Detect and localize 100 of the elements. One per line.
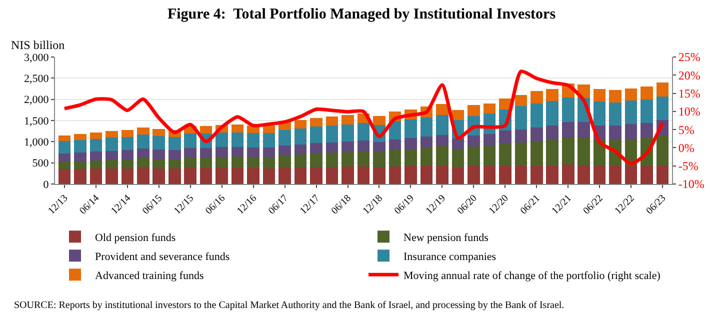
chart-title: Figure 4: Total Portfolio Managed by Institutional Investors (167, 6, 556, 22)
bar (247, 168, 260, 184)
bar (483, 146, 496, 166)
bar (152, 150, 166, 159)
bar (310, 166, 322, 184)
bar (294, 144, 307, 154)
y-tick-label: 3,000 (24, 52, 50, 64)
bar (483, 166, 496, 184)
y2-tick-label: 15% (678, 86, 700, 100)
bar (530, 127, 543, 141)
legend-label: New pension funds (404, 232, 488, 244)
y2-tick-label: -10% (678, 177, 704, 192)
bar (468, 166, 480, 184)
y2-tick-label: 5% (678, 122, 694, 137)
bar (420, 166, 433, 184)
bar (468, 105, 480, 116)
bar (640, 166, 653, 184)
bar (184, 157, 196, 168)
bar (656, 166, 669, 184)
bar (262, 133, 276, 148)
source-note: SOURCE: Reports by institutional investors to the Capital Market Authority and the Bank of Israel, and processing by the Bank of Israel. (14, 300, 564, 311)
bar (90, 132, 102, 139)
bar (231, 156, 244, 168)
bar (514, 95, 528, 106)
bar (436, 134, 448, 146)
bar (342, 124, 354, 142)
y-tick-label: 500 (32, 158, 50, 170)
bar (640, 100, 653, 123)
bar (247, 148, 260, 157)
y2-tick-label: 0% (678, 140, 694, 155)
bar (326, 126, 338, 142)
bar (247, 156, 260, 168)
bar (624, 124, 638, 139)
bar (404, 148, 417, 166)
bar (342, 141, 354, 152)
bar (106, 168, 118, 184)
bar (499, 166, 512, 184)
bar (137, 148, 150, 158)
bar (640, 123, 653, 138)
bar (593, 101, 606, 126)
bar (294, 167, 307, 184)
bar (200, 168, 212, 184)
bar (624, 100, 638, 124)
bar (278, 168, 291, 184)
bar (106, 131, 118, 138)
bar (58, 169, 71, 184)
bar (294, 120, 307, 128)
y-tick-label: 2,500 (24, 73, 50, 86)
bar (562, 164, 574, 184)
bar (624, 166, 638, 184)
bar (514, 166, 528, 184)
bar (530, 166, 543, 184)
bar (468, 136, 480, 147)
bar (373, 152, 386, 168)
bar (137, 134, 150, 148)
bar (152, 136, 166, 150)
bar (452, 110, 464, 120)
bar (404, 138, 417, 149)
bar (137, 127, 150, 134)
bar (152, 168, 166, 184)
bar (514, 142, 528, 166)
bar (106, 138, 118, 151)
bar (342, 166, 354, 184)
bar (262, 156, 276, 168)
bar (200, 148, 212, 158)
bar (216, 147, 228, 157)
y-tick-label: 1,500 (24, 115, 50, 128)
bar (546, 89, 559, 101)
bar (609, 90, 622, 102)
y2-tick-label: 10% (678, 104, 700, 119)
bar (546, 165, 559, 184)
bar (624, 88, 638, 101)
bar (168, 150, 181, 160)
bar (357, 150, 370, 166)
bar (562, 122, 574, 138)
legend-label: Old pension funds (95, 232, 176, 244)
bar (90, 138, 102, 152)
bar (262, 126, 276, 134)
bar (388, 121, 402, 140)
bar (137, 158, 150, 168)
bar (121, 150, 134, 160)
bar (278, 130, 291, 146)
bar (200, 157, 212, 168)
bar (357, 166, 370, 184)
bar (357, 140, 370, 151)
bar (231, 147, 244, 157)
bar (278, 145, 291, 156)
bar (152, 158, 166, 168)
bar (530, 90, 543, 104)
bar (168, 159, 181, 169)
bar (278, 155, 291, 168)
bar (294, 154, 307, 168)
y2-tick-label: 25% (678, 50, 700, 64)
bar (609, 166, 622, 184)
bar (310, 118, 322, 127)
y2-tick-label: 20% (678, 68, 700, 82)
bar (452, 166, 464, 184)
bar (404, 119, 417, 138)
bar (609, 102, 622, 126)
bar (106, 160, 118, 168)
